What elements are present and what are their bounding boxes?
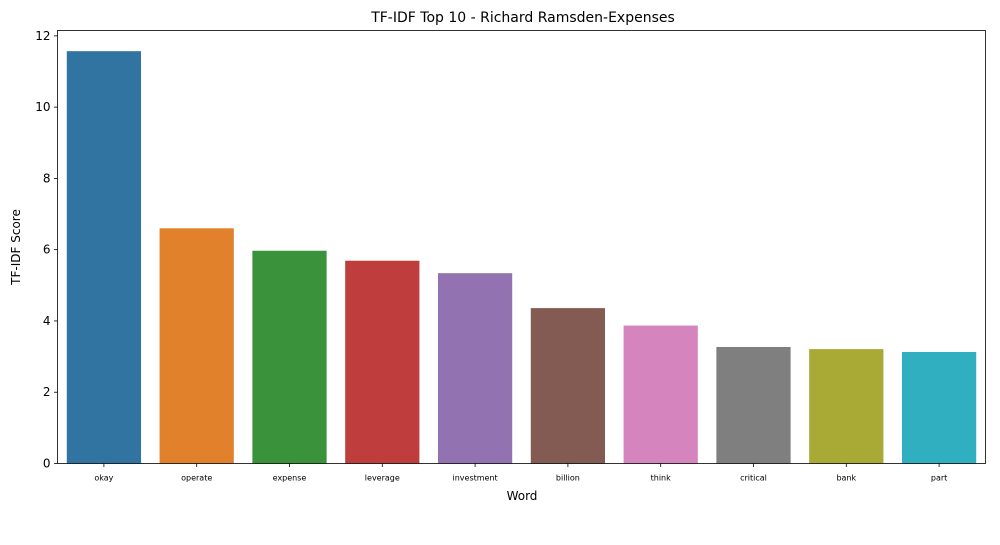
bar-okay bbox=[66, 51, 142, 464]
y-tick-label: 4 bbox=[43, 314, 51, 328]
plot-frame bbox=[57, 30, 986, 464]
x-axis-label: Word bbox=[507, 489, 538, 503]
y-axis: 0 2 4 6 8 10 12 bbox=[35, 29, 58, 471]
bar-part bbox=[901, 351, 977, 464]
bar-expense bbox=[252, 250, 327, 464]
bars-group bbox=[66, 51, 977, 464]
bar-think bbox=[623, 325, 698, 464]
x-tick-label: leverage bbox=[365, 474, 400, 483]
y-axis-label: TF-IDF Score bbox=[9, 209, 23, 286]
x-tick-label: critical bbox=[740, 474, 767, 483]
x-tick-label: part bbox=[931, 474, 947, 483]
y-tick-label: 2 bbox=[43, 385, 51, 399]
x-tick-label: think bbox=[651, 474, 672, 483]
y-tick-label: 0 bbox=[43, 457, 51, 471]
y-tick-label: 10 bbox=[35, 100, 50, 114]
bar-investment bbox=[437, 273, 513, 464]
bar-bank bbox=[809, 349, 884, 464]
x-tick-label: investment bbox=[453, 474, 498, 483]
chart-title: TF-IDF Top 10 - Richard Ramsden-Expenses bbox=[370, 10, 675, 26]
y-tick-label: 6 bbox=[43, 243, 51, 257]
bar-leverage bbox=[345, 260, 420, 464]
x-tick-label: okay bbox=[94, 474, 113, 483]
y-tick-label: 8 bbox=[43, 171, 51, 185]
bar-critical bbox=[716, 346, 791, 464]
x-tick-label: expense bbox=[273, 474, 307, 483]
bar-billion bbox=[530, 308, 606, 464]
x-tick-label: operate bbox=[181, 474, 212, 483]
y-tick-label: 12 bbox=[35, 29, 50, 43]
bar-operate bbox=[159, 228, 234, 464]
x-tick-label: bank bbox=[836, 474, 856, 483]
x-tick-label: billion bbox=[556, 474, 580, 483]
x-axis: okay operate expense leverage investment bill… bbox=[94, 463, 947, 483]
